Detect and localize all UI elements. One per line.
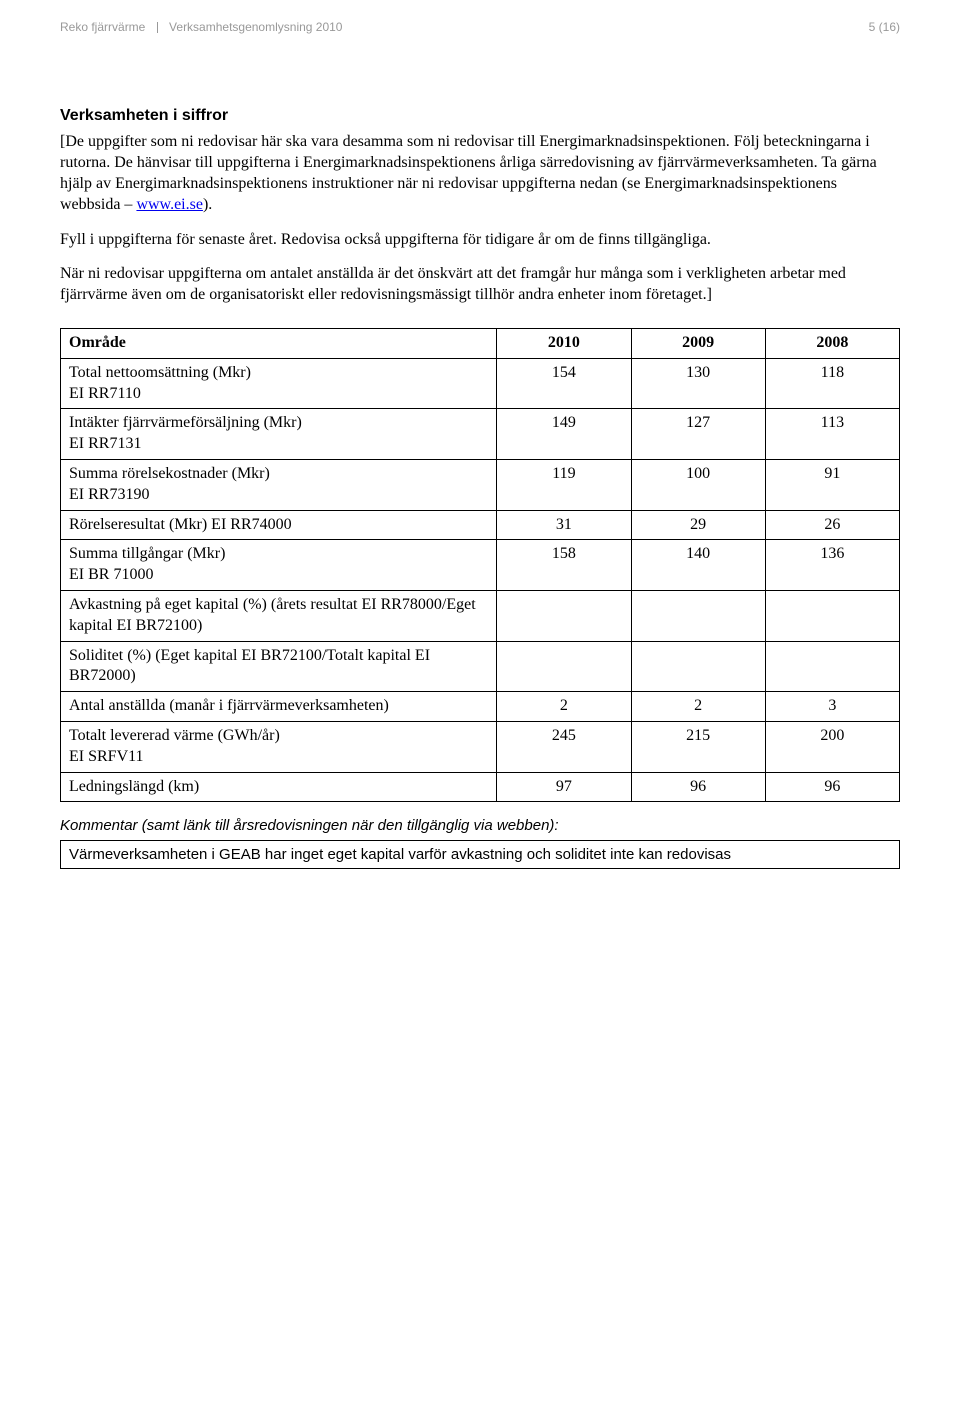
row-value: 118 xyxy=(765,358,899,409)
row-label: Ledningslängd (km) xyxy=(61,772,497,802)
paragraph-3: När ni redovisar uppgifterna om antalet … xyxy=(60,264,900,306)
row-label: Soliditet (%) (Eget kapital EI BR72100/T… xyxy=(61,641,497,692)
row-value: 31 xyxy=(497,510,631,540)
row-label: Summa tillgångar (Mkr)EI BR 71000 xyxy=(61,540,497,591)
row-value: 96 xyxy=(765,772,899,802)
row-value: 158 xyxy=(497,540,631,591)
row-label: Intäkter fjärrvärmeförsäljning (Mkr)EI R… xyxy=(61,409,497,460)
row-value: 29 xyxy=(631,510,765,540)
table-row: Intäkter fjärrvärmeförsäljning (Mkr)EI R… xyxy=(61,409,900,460)
row-value: 26 xyxy=(765,510,899,540)
row-label: Antal anställda (manår i fjärrvärmeverks… xyxy=(61,692,497,722)
row-value: 3 xyxy=(765,692,899,722)
paragraph-1: [De uppgifter som ni redovisar här ska v… xyxy=(60,132,900,215)
table-row: Total nettoomsättning (Mkr)EI RR71101541… xyxy=(61,358,900,409)
table-row: Ledningslängd (km)979696 xyxy=(61,772,900,802)
th-2010: 2010 xyxy=(497,328,631,358)
row-value xyxy=(631,641,765,692)
row-value: 91 xyxy=(765,459,899,510)
header-separator xyxy=(157,22,158,33)
table-row: Summa rörelsekostnader (Mkr)EI RR7319011… xyxy=(61,459,900,510)
header-left-2: Verksamhetsgenomlysning 2010 xyxy=(169,20,342,34)
row-value: 200 xyxy=(765,721,899,772)
row-value: 119 xyxy=(497,459,631,510)
paragraph-2: Fyll i uppgifterna för senaste året. Red… xyxy=(60,230,900,251)
row-value: 100 xyxy=(631,459,765,510)
row-label: Rörelseresultat (Mkr) EI RR74000 xyxy=(61,510,497,540)
row-label: Summa rörelsekostnader (Mkr)EI RR73190 xyxy=(61,459,497,510)
row-value: 97 xyxy=(497,772,631,802)
row-value xyxy=(497,641,631,692)
row-label: Total nettoomsättning (Mkr)EI RR7110 xyxy=(61,358,497,409)
row-value: 136 xyxy=(765,540,899,591)
table-row: Summa tillgångar (Mkr)EI BR 710001581401… xyxy=(61,540,900,591)
ei-link[interactable]: www.ei.se xyxy=(136,196,203,213)
row-value: 149 xyxy=(497,409,631,460)
comment-label: Kommentar (samt länk till årsredovisning… xyxy=(60,816,900,836)
row-value: 140 xyxy=(631,540,765,591)
data-table: Område 2010 2009 2008 Total nettoomsättn… xyxy=(60,328,900,802)
page-number: 5 (16) xyxy=(869,20,900,36)
row-value xyxy=(765,641,899,692)
th-omrade: Område xyxy=(61,328,497,358)
section-title: Verksamheten i siffror xyxy=(60,106,900,127)
row-value: 113 xyxy=(765,409,899,460)
row-value xyxy=(631,590,765,641)
table-row: Rörelseresultat (Mkr) EI RR74000312926 xyxy=(61,510,900,540)
header-left-1: Reko fjärrvärme xyxy=(60,20,145,34)
table-row: Avkastning på eget kapital (%) (årets re… xyxy=(61,590,900,641)
table-row: Soliditet (%) (Eget kapital EI BR72100/T… xyxy=(61,641,900,692)
row-value: 2 xyxy=(497,692,631,722)
row-value: 245 xyxy=(497,721,631,772)
row-value: 154 xyxy=(497,358,631,409)
row-value: 127 xyxy=(631,409,765,460)
table-row: Antal anställda (manår i fjärrvärmeverks… xyxy=(61,692,900,722)
table-row: Totalt levererad värme (GWh/år)EI SRFV11… xyxy=(61,721,900,772)
row-value: 96 xyxy=(631,772,765,802)
page-header: Reko fjärrvärme Verksamhetsgenomlysning … xyxy=(60,20,900,36)
table-header-row: Område 2010 2009 2008 xyxy=(61,328,900,358)
row-value xyxy=(765,590,899,641)
comment-box: Värmeverksamheten i GEAB har inget eget … xyxy=(60,840,900,870)
row-label: Avkastning på eget kapital (%) (årets re… xyxy=(61,590,497,641)
th-2008: 2008 xyxy=(765,328,899,358)
row-value: 130 xyxy=(631,358,765,409)
row-value xyxy=(497,590,631,641)
row-label: Totalt levererad värme (GWh/år)EI SRFV11 xyxy=(61,721,497,772)
row-value: 2 xyxy=(631,692,765,722)
row-value: 215 xyxy=(631,721,765,772)
th-2009: 2009 xyxy=(631,328,765,358)
para1-text-b: ). xyxy=(203,196,212,213)
comment-text: Värmeverksamheten i GEAB har inget eget … xyxy=(61,840,900,869)
